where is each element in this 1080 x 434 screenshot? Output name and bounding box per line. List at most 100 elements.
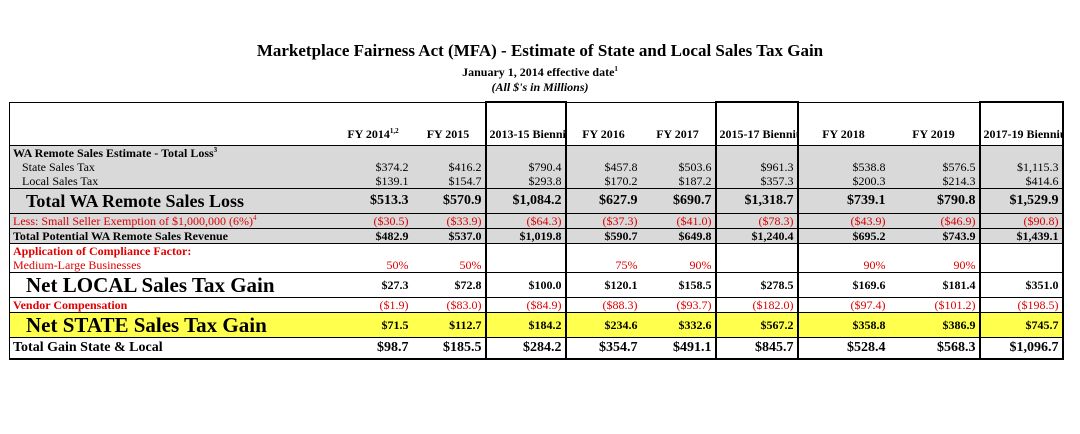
cell: ($64.3): [484, 213, 567, 229]
cell: $491.1: [640, 337, 716, 360]
cell: $351.0: [978, 272, 1064, 298]
cell: ($41.0): [640, 213, 716, 229]
col-header: FY 2018: [797, 101, 889, 146]
cell: $790.8: [888, 188, 980, 214]
row-label: Local Sales Tax: [9, 174, 335, 189]
cell: ($182.0): [714, 297, 799, 313]
net-state-row: Net STATE Sales Tax Gain $71.5 $112.7 $1…: [9, 312, 1064, 338]
cell: $214.3: [888, 174, 980, 189]
cell: $416.2: [411, 160, 486, 174]
cell: ($33.9): [411, 213, 486, 229]
row-label: Total WA Remote Sales Loss: [9, 188, 335, 214]
cell: $100.0: [484, 272, 567, 298]
page-title: Marketplace Fairness Act (MFA) - Estimat…: [256, 41, 824, 60]
cell: $1,318.7: [714, 188, 799, 214]
cell: $293.8: [484, 174, 567, 189]
row-label: WA Remote Sales Estimate - Total Loss3: [9, 145, 335, 160]
cell: $790.4: [484, 160, 567, 174]
cell: $538.8: [797, 160, 889, 174]
row-label: Less: Small Seller Exemption of $1,000,0…: [9, 213, 335, 229]
compliance-factor-row: Application of Compliance Factor:: [9, 243, 1064, 258]
row-label: Total Potential WA Remote Sales Revenue: [9, 228, 335, 244]
cell: $27.3: [334, 272, 412, 298]
header-blank: [9, 101, 335, 146]
cell: $1,115.3: [978, 160, 1064, 174]
cell: $71.5: [334, 312, 412, 338]
row-label: Medium-Large Businesses: [9, 258, 335, 273]
cell: $374.2: [334, 160, 412, 174]
cell: $414.6: [978, 174, 1064, 189]
cell: $1,240.4: [714, 228, 799, 244]
total-remote-loss-row: Total WA Remote Sales Loss $513.3 $570.9…: [9, 188, 1064, 214]
cell: $745.7: [978, 312, 1064, 338]
cell: $184.2: [484, 312, 567, 338]
cell: ($88.3): [565, 297, 641, 313]
net-local-row: Net LOCAL Sales Tax Gain $27.3 $72.8 $10…: [9, 272, 1064, 298]
cell: $482.9: [334, 228, 412, 244]
col-header: FY 2016: [565, 101, 641, 146]
cell: 90%: [888, 258, 980, 273]
row-label: Vendor Compensation: [9, 297, 335, 313]
cell: $386.9: [888, 312, 980, 338]
total-gain-row: Total Gain State & Local $98.7 $185.5 $2…: [9, 337, 1064, 360]
cell: $1,096.7: [978, 337, 1064, 360]
units-subtitle: (All $'s in Millions): [491, 80, 589, 94]
cell: ($97.4): [797, 297, 889, 313]
cell: $528.4: [797, 337, 889, 360]
cell: $961.3: [714, 160, 799, 174]
cell: $98.7: [334, 337, 412, 360]
potential-revenue-row: Total Potential WA Remote Sales Revenue …: [9, 228, 1064, 244]
cell: ($83.0): [411, 297, 486, 313]
cell: $354.7: [565, 337, 641, 360]
cell: $739.1: [797, 188, 889, 214]
cell: $120.1: [565, 272, 641, 298]
cell: $457.8: [565, 160, 641, 174]
cell: ($78.3): [714, 213, 799, 229]
cell: [714, 258, 799, 273]
local-sales-tax-row: Local Sales Tax $139.1 $154.7 $293.8 $17…: [9, 174, 1064, 189]
cell: $169.6: [797, 272, 889, 298]
cell: [978, 258, 1064, 273]
cell: $567.2: [714, 312, 799, 338]
cell: ($1.9): [334, 297, 412, 313]
cell: ($46.9): [888, 213, 980, 229]
cell: 90%: [640, 258, 716, 273]
cell: ($90.8): [978, 213, 1064, 229]
cell: $743.9: [888, 228, 980, 244]
subtitle-text: January 1, 2014 effective date: [462, 65, 615, 79]
vendor-comp-row: Vendor Compensation ($1.9) ($83.0) ($84.…: [9, 297, 1064, 313]
cell: $181.4: [888, 272, 980, 298]
cell: $1,084.2: [484, 188, 567, 214]
cell: ($101.2): [888, 297, 980, 313]
cell: $1,019.8: [484, 228, 567, 244]
cell: $332.6: [640, 312, 716, 338]
cell: 50%: [411, 258, 486, 273]
cell: $284.2: [484, 337, 567, 360]
cell: $187.2: [640, 174, 716, 189]
cell: $1,529.9: [978, 188, 1064, 214]
medium-large-row: Medium-Large Businesses 50% 50% 75% 90% …: [9, 258, 1064, 273]
mfa-table: FY 20141,2 FY 2015 2013-15 Biennium FY 2…: [9, 101, 1064, 360]
cell: $690.7: [640, 188, 716, 214]
col-header-biennium: 2015-17 Biennium: [714, 101, 799, 146]
row-label: Total Gain State & Local: [9, 337, 335, 360]
cell: $537.0: [411, 228, 486, 244]
cell: 90%: [797, 258, 889, 273]
row-label: Application of Compliance Factor:: [9, 243, 335, 258]
cell: ($84.9): [484, 297, 567, 313]
effective-date-subtitle: January 1, 2014 effective date1: [0, 65, 1080, 80]
cell: ($43.9): [797, 213, 889, 229]
col-header: FY 2019: [888, 101, 980, 146]
cell: ($37.3): [565, 213, 641, 229]
cell: [484, 258, 567, 273]
cell: $845.7: [714, 337, 799, 360]
cell: $357.3: [714, 174, 799, 189]
cell: $234.6: [565, 312, 641, 338]
cell: ($93.7): [640, 297, 716, 313]
cell: $158.5: [640, 272, 716, 298]
row-label: Net LOCAL Sales Tax Gain: [9, 272, 335, 298]
col-header: FY 2015: [411, 101, 486, 146]
cell: $358.8: [797, 312, 889, 338]
cell: $649.8: [640, 228, 716, 244]
cell: ($198.5): [978, 297, 1064, 313]
